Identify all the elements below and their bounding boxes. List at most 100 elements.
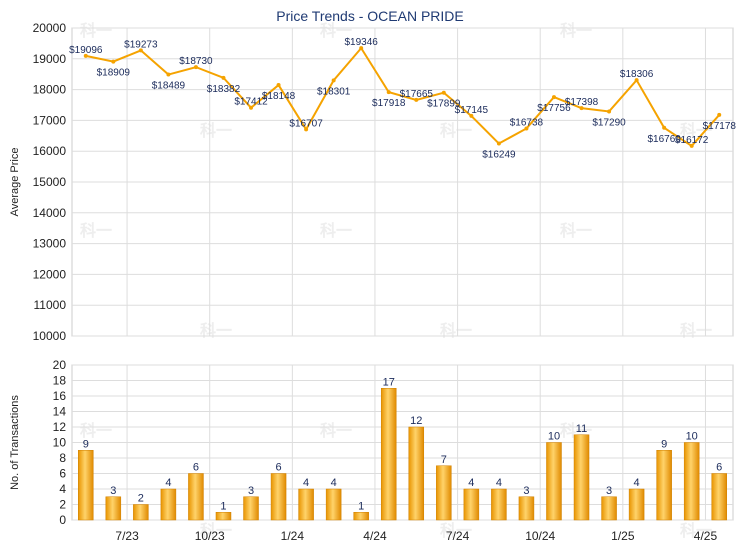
transaction-bar: [463, 488, 480, 521]
bar-data-label: 11: [576, 423, 587, 435]
bar-data-label: 3: [248, 485, 254, 497]
y-axis-title: No. of Transactions: [9, 395, 21, 490]
price-data-label: $17756: [537, 103, 571, 114]
watermark-text: 科一: [200, 521, 232, 540]
bar-data-label: 10: [548, 431, 560, 443]
bar-data-label: 4: [468, 477, 474, 489]
y-tick-label: 4: [59, 482, 66, 496]
bar-data-label: 10: [686, 431, 698, 443]
transaction-bar: [215, 512, 232, 521]
transaction-bar: [380, 388, 397, 521]
y-tick-label: 20000: [33, 21, 67, 35]
y-tick-label: 16000: [33, 144, 67, 158]
price-data-label: $19096: [69, 45, 103, 56]
bar-data-label: 2: [138, 493, 144, 505]
transaction-bar: [160, 488, 177, 521]
price-data-label: $16760: [647, 134, 681, 145]
bar-data-label: 4: [634, 477, 640, 489]
bar-data-label: 9: [83, 438, 89, 450]
x-tick-label: 10/24: [525, 529, 555, 543]
y-tick-label: 17000: [33, 113, 67, 127]
price-data-label: $16707: [289, 118, 323, 129]
price-point: [496, 141, 501, 146]
watermark-text: 科一: [560, 21, 592, 40]
price-point: [304, 127, 309, 132]
y-tick-label: 20: [53, 358, 67, 372]
price-data-label: $18909: [97, 68, 131, 79]
price-point: [414, 97, 419, 102]
transaction-bar: [325, 488, 342, 521]
y-tick-label: 15000: [33, 175, 67, 189]
y-tick-label: 6: [59, 467, 66, 481]
price-line-panel: 10000 11000 12000 13000 14000 15000 16000 17000…: [9, 21, 736, 343]
bar-data-label: 1: [358, 500, 364, 512]
price-point: [634, 78, 639, 83]
y-tick-label: 14: [53, 405, 67, 419]
price-point: [138, 48, 143, 53]
price-data-label: $17899: [427, 99, 461, 110]
transaction-bar: [78, 450, 94, 521]
y-tick-label: 10: [53, 436, 67, 450]
y-axis-title: Average Price: [9, 148, 21, 217]
transaction-bar: [436, 465, 452, 521]
watermark-text: 科一: [80, 221, 112, 240]
price-point: [579, 106, 584, 111]
price-point: [249, 105, 254, 110]
transaction-bar: [408, 426, 425, 521]
transaction-bar: [546, 442, 562, 521]
watermark-text: 科一: [200, 121, 232, 140]
bar-data-label: 4: [331, 477, 337, 489]
transaction-bar: [518, 496, 535, 521]
x-tick-label: 4/24: [363, 529, 387, 543]
bar-data-label: 3: [523, 485, 529, 497]
transaction-bar: [656, 450, 672, 521]
price-data-label: $16249: [482, 150, 516, 161]
x-tick-label: 4/25: [694, 529, 718, 543]
price-point: [689, 143, 694, 148]
watermark-text: 科一: [80, 21, 112, 40]
y-tick-label: 12: [53, 420, 67, 434]
y-tick-label: 0: [59, 513, 66, 527]
transaction-bar: [298, 488, 314, 521]
bar-data-label: 3: [110, 485, 116, 497]
y-tick-label: 14000: [33, 206, 67, 220]
price-point: [717, 112, 722, 117]
price-data-label: $17918: [372, 98, 406, 109]
price-point: [276, 83, 281, 88]
y-tick-label: 2: [59, 498, 66, 512]
transaction-bar: [573, 434, 590, 521]
watermark-text: 科一: [440, 521, 472, 540]
bar-data-label: 6: [276, 462, 282, 474]
price-point: [551, 95, 556, 100]
watermark-text: 科一: [440, 321, 472, 340]
y-tick-label: 12000: [33, 267, 67, 281]
x-tick-label: 1/25: [611, 529, 635, 543]
price-line: [85, 46, 720, 148]
watermark-text: 科一: [320, 21, 352, 40]
price-data-label: $16172: [675, 135, 709, 146]
bar-data-label: 7: [441, 454, 447, 466]
price-point: [166, 72, 171, 77]
transaction-bar: [683, 442, 700, 521]
price-data-label: $18306: [620, 69, 654, 80]
watermark-text: 科一: [80, 421, 112, 440]
watermark-text: 科一: [200, 321, 232, 340]
price-point: [607, 109, 612, 114]
y-tick-label: 10000: [33, 329, 67, 343]
watermark-text: 科一: [560, 221, 592, 240]
x-tick-label: 7/23: [115, 529, 139, 543]
price-point: [524, 126, 529, 131]
bar-data-label: 6: [193, 462, 199, 474]
price-point: [359, 46, 364, 51]
price-data-label: $17145: [455, 105, 489, 116]
y-tick-label: 18: [53, 374, 67, 388]
transaction-bar: [711, 473, 727, 521]
price-data-label: $17412: [234, 97, 268, 108]
bar-data-label: 4: [496, 477, 502, 489]
transaction-bar: [628, 488, 645, 521]
chart-title: Price Trends - OCEAN PRIDE: [276, 8, 464, 24]
y-tick-label: 19000: [33, 52, 67, 66]
bar-data-label: 9: [661, 438, 667, 450]
